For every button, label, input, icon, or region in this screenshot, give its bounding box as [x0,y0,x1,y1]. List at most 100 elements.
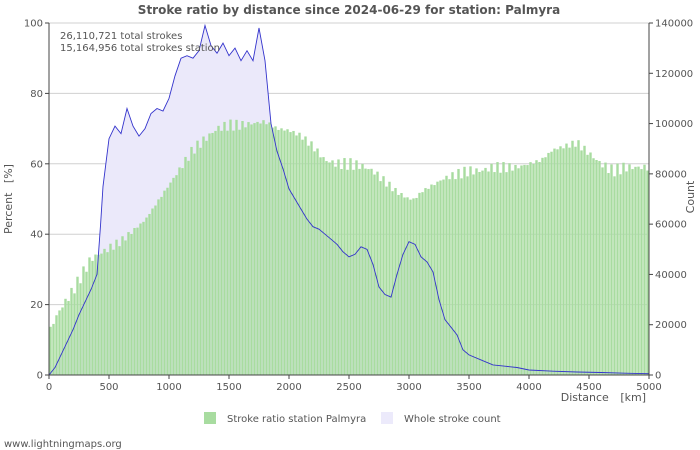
ratio-bar [505,172,508,375]
ratio-bar [355,160,358,375]
x-tick-label: 1000 [156,382,181,393]
ratio-bar [499,172,502,375]
x-axis-label: Distance [km] [561,391,646,404]
count-line [48,23,650,376]
legend-label-ratio: Stroke ratio station Palmyra [227,414,366,425]
ratio-bar [190,146,193,375]
y-tick-label: 60 [30,159,43,170]
ratio-bar [160,196,163,375]
ratio-bar [622,162,625,375]
ratio-bar [436,181,439,375]
ratio-bar [76,276,79,375]
ratio-bar [142,221,145,375]
ratio-bar [298,132,301,375]
ratio-bar [463,166,466,375]
ratio-bar [97,254,100,375]
x-tick-label: 0 [46,382,52,393]
ratio-bar [181,168,184,375]
ratio-bar [133,227,136,375]
ratio-bar [547,152,550,375]
legend-swatch-count [381,412,393,424]
ratio-bar [331,160,334,375]
ratio-bar [592,158,595,375]
ratio-bar [610,164,613,375]
ratio-bar [496,162,499,375]
ratio-bar [478,172,481,375]
ratio-bar [292,130,295,375]
x-tick-label: 5000 [636,382,661,393]
ratio-bar [646,170,649,375]
legend: Stroke ratio station Palmyra Whole strok… [204,412,501,425]
ratio-bar [58,310,61,375]
ratio-bar [157,199,160,375]
y2-tick-label: 100000 [655,119,693,130]
ratio-bar [502,162,505,375]
ratio-bar [358,168,361,375]
count-line-layer [48,23,650,376]
ratio-bar [493,172,496,375]
ratio-bar [640,169,643,375]
ratio-bars-layer [49,119,649,376]
ratio-bar [196,140,199,375]
ratio-bar [295,135,298,375]
ratio-bar [154,205,157,375]
ratio-bar [277,129,280,375]
ratio-bar [88,257,91,375]
annotation-total-strokes: 26,110,721 total strokes [60,31,182,42]
ratio-bar [301,139,304,375]
ratio-bar [568,147,571,375]
ratio-bar [220,130,223,375]
ratio-bar [619,174,622,375]
ratio-bar [421,192,424,375]
ratio-bar [367,169,370,375]
x-axis-label-name: Distance [561,391,609,404]
ratio-bar [148,213,151,375]
ratio-bar [307,145,310,375]
ratio-bar [334,166,337,375]
ratio-bar [64,298,67,375]
ratio-bar [271,127,274,375]
ratio-bar [346,169,349,375]
y2-tick-label: 40000 [655,270,687,281]
ratio-bar [166,187,169,375]
ratio-bar [226,130,229,375]
ratio-bar [100,253,103,375]
ratio-bar [205,140,208,375]
y-ticks-left: 0 20 40 60 80 100 [24,19,49,382]
ratio-bar [121,236,124,375]
ratio-bar [172,177,175,375]
ratio-bar [289,132,292,375]
ratio-bar [445,175,448,375]
ratio-bar [553,148,556,375]
ratio-bar [556,149,559,375]
y-axis-label-name: Percent [2,192,15,234]
ratio-bar [451,172,454,375]
ratio-bar [580,150,583,375]
ratio-bar [94,254,97,375]
ratio-bar [280,128,283,375]
ratio-bar [607,173,610,375]
ratio-bar [550,151,553,375]
ratio-bar [325,161,328,375]
ratio-bar [409,199,412,375]
annotation-station-strokes: 15,164,956 total strokes station [60,43,220,54]
ratio-bar [382,176,385,375]
ratio-bar [364,168,367,375]
ratio-bar [223,121,226,375]
ratio-bar [208,133,211,375]
legend-swatch-ratio [204,412,216,424]
ratio-bar [199,147,202,375]
ratio-bar [250,124,253,375]
x-tick-label: 2500 [336,382,361,393]
ratio-bar [274,126,277,375]
ratio-bar [187,160,190,375]
ratio-bar [631,169,634,375]
ratio-bar [328,162,331,375]
ratio-bar [67,300,70,375]
ratio-bar [520,165,523,375]
ratio-bar [139,223,142,375]
ratio-bar [385,186,388,375]
ratio-bar [544,157,547,375]
ratio-bar [442,179,445,375]
ratio-bar [253,123,256,375]
